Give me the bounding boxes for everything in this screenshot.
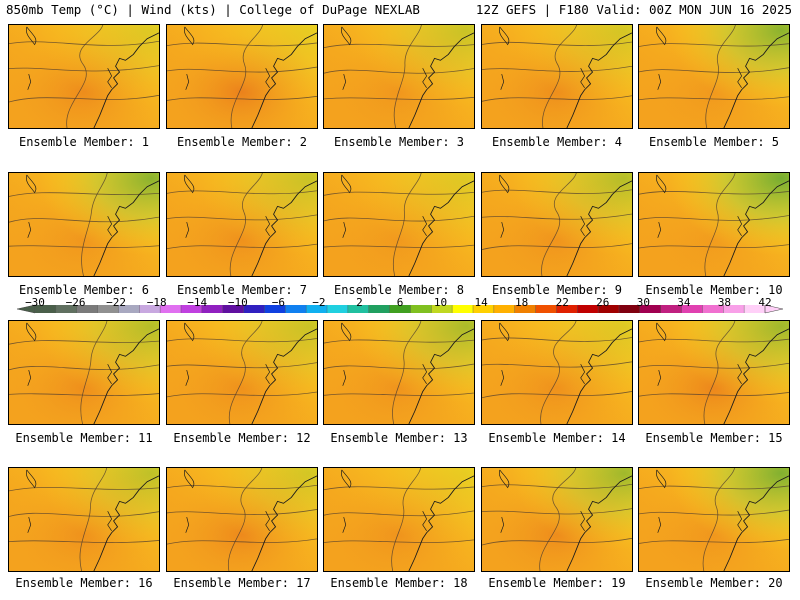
ensemble-member-map [638,320,790,425]
colorbar-tick-label: 34 [677,296,691,309]
ensemble-member-label: Ensemble Member: 2 [176,135,308,149]
ensemble-member-map [323,172,475,277]
colorbar-tick-label: 18 [515,296,529,309]
map-title: 850mb Temp (°C) | Wind (kts) | College o… [6,2,420,17]
ensemble-member-map [166,24,318,129]
colorbar-tick-label: 42 [758,296,772,309]
ensemble-member-label: Ensemble Member: 16 [15,576,153,590]
ensemble-member-label: Ensemble Member: 14 [488,431,626,445]
colorbar-tick-label: 30 [636,296,650,309]
ensemble-member-label: Ensemble Member: 20 [645,576,783,590]
ensemble-member-label: Ensemble Member: 10 [645,283,783,297]
ensemble-member-map [8,172,160,277]
colorbar-tick-label: 14 [474,296,488,309]
ensemble-member-label: Ensemble Member: 6 [18,283,150,297]
ensemble-member-label: Ensemble Member: 4 [491,135,623,149]
colorbar-labels: −30 −26 −22 −18 −14 −10 −6 −2 2 6 10 14 18 22 26 30 34 38… [0,296,800,309]
ensemble-member-label: Ensemble Member: 7 [176,283,308,297]
ensemble-member-label: Ensemble Member: 17 [173,576,311,590]
ensemble-member-map [166,467,318,572]
ensemble-member-label: Ensemble Member: 13 [330,431,468,445]
ensemble-member-map [638,24,790,129]
ensemble-member-map [481,24,633,129]
ensemble-member-map [166,172,318,277]
colorbar-tick-label: −14 [187,296,208,309]
ensemble-member-map [8,467,160,572]
ensemble-member-label: Ensemble Member: 3 [333,135,465,149]
ensemble-member-map [8,24,160,129]
ensemble-member-map [323,467,475,572]
colorbar-tick-label: −18 [146,296,167,309]
ensemble-member-label: Ensemble Member: 8 [333,283,465,297]
colorbar-tick-label: −10 [227,296,248,309]
run-valid-time: 12Z GEFS | F180 Valid: 00Z MON JUN 16 20… [475,2,792,17]
colorbar-tick-label: −26 [65,296,86,309]
ensemble-member-map [638,467,790,572]
ensemble-member-label: Ensemble Member: 9 [491,283,623,297]
ensemble-member-label: Ensemble Member: 15 [645,431,783,445]
ensemble-member-label: Ensemble Member: 18 [330,576,468,590]
ensemble-member-label: Ensemble Member: 5 [648,135,780,149]
colorbar-tick-label: 22 [555,296,569,309]
colorbar-tick-label: −22 [106,296,127,309]
colorbar-tick-label: −30 [25,296,45,309]
ensemble-member-label: Ensemble Member: 11 [15,431,153,445]
ensemble-member-map [166,320,318,425]
ensemble-member-label: Ensemble Member: 12 [173,431,311,445]
colorbar-tick-label: 2 [356,296,363,309]
temperature-colorbar [16,304,784,314]
colorbar-tick-label: −6 [271,296,285,309]
ensemble-member-map [8,320,160,425]
colorbar-tick-label: 26 [596,296,610,309]
ensemble-member-map [323,24,475,129]
ensemble-member-label: Ensemble Member: 19 [488,576,626,590]
colorbar-tick-label: 10 [433,296,448,309]
ensemble-member-map [481,320,633,425]
colorbar-tick-label: 38 [717,296,732,309]
colorbar-tick-label: 6 [396,296,404,309]
ensemble-member-map [481,467,633,572]
ensemble-member-map [323,320,475,425]
ensemble-member-map [638,172,790,277]
ensemble-member-label: Ensemble Member: 1 [18,135,150,149]
colorbar-tick-label: −2 [312,296,326,309]
ensemble-member-map [481,172,633,277]
